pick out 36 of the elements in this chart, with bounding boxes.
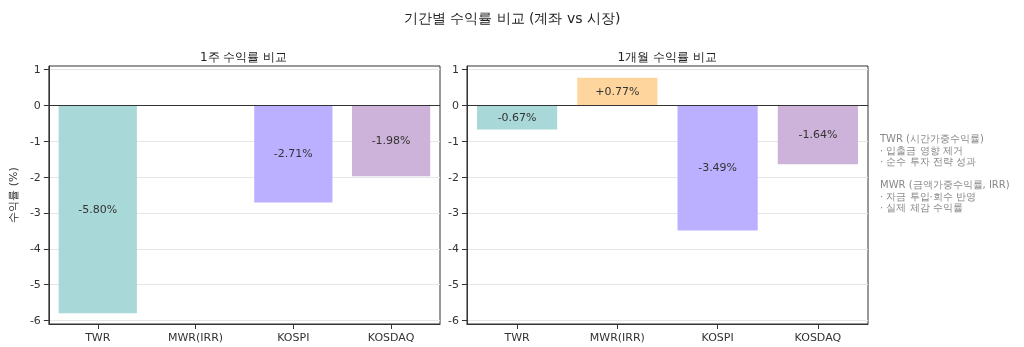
y-tick-label: -6 [448, 313, 459, 327]
data-label: -3.49% [698, 161, 738, 175]
y-axis-title: 수익률 (%) [7, 167, 20, 223]
data-label: -2.71% [273, 147, 313, 161]
y-tick-label: 0 [451, 98, 459, 112]
y-tick-label: -1 [29, 134, 41, 148]
text: 기간별 수익률 비교 (계좌 vs 시장) [403, 10, 621, 26]
y-tick-label: -2 [29, 170, 41, 184]
data-label: -0.67% [497, 110, 537, 124]
chart-title: 1주 수익률 비교 [199, 50, 288, 64]
y-tick-label: -1 [448, 134, 459, 148]
y-tick-label: -3 [448, 206, 459, 220]
y-tick-label: -5 [448, 278, 459, 292]
y-tick-label: 0 [33, 98, 41, 112]
y-tick-label: -6 [29, 313, 41, 327]
data-label: -1.98% [371, 134, 411, 148]
data-label: -1.64% [798, 128, 838, 142]
y-tick-label: -2 [448, 170, 459, 184]
y-tick-label: 1 [451, 63, 459, 77]
y-tick-label: 1 [33, 63, 41, 77]
x-tick-label: KOSPI [277, 331, 310, 344]
y-tick-label: -3 [29, 206, 41, 220]
x-tick-label: KOSDAQ [367, 331, 415, 344]
y-tick-label: -4 [29, 242, 41, 256]
x-tick-label: KOSDAQ [794, 331, 842, 344]
y-tick-label: -4 [448, 242, 459, 256]
text: TWR (시간가중수익률) · 입출금 영향 제거 · 순수 투자 전략 성과 MWR (금액가중수익률, IRR) · 자금 투입·회수 반영 · 실제 체감 수익률 [880, 133, 1010, 214]
data-label: -5.80% [78, 202, 118, 216]
chart-title: 1개월 수익률 비교 [617, 50, 717, 64]
data-label: +0.77% [595, 85, 640, 99]
x-tick-label: MWR(IRR) [167, 331, 224, 344]
x-tick-label: TWR [503, 331, 531, 344]
x-tick-label: TWR [84, 331, 111, 344]
x-tick-label: MWR(IRR) [589, 331, 645, 344]
y-tick-label: -5 [29, 278, 41, 292]
x-tick-label: KOSPI [701, 331, 734, 344]
